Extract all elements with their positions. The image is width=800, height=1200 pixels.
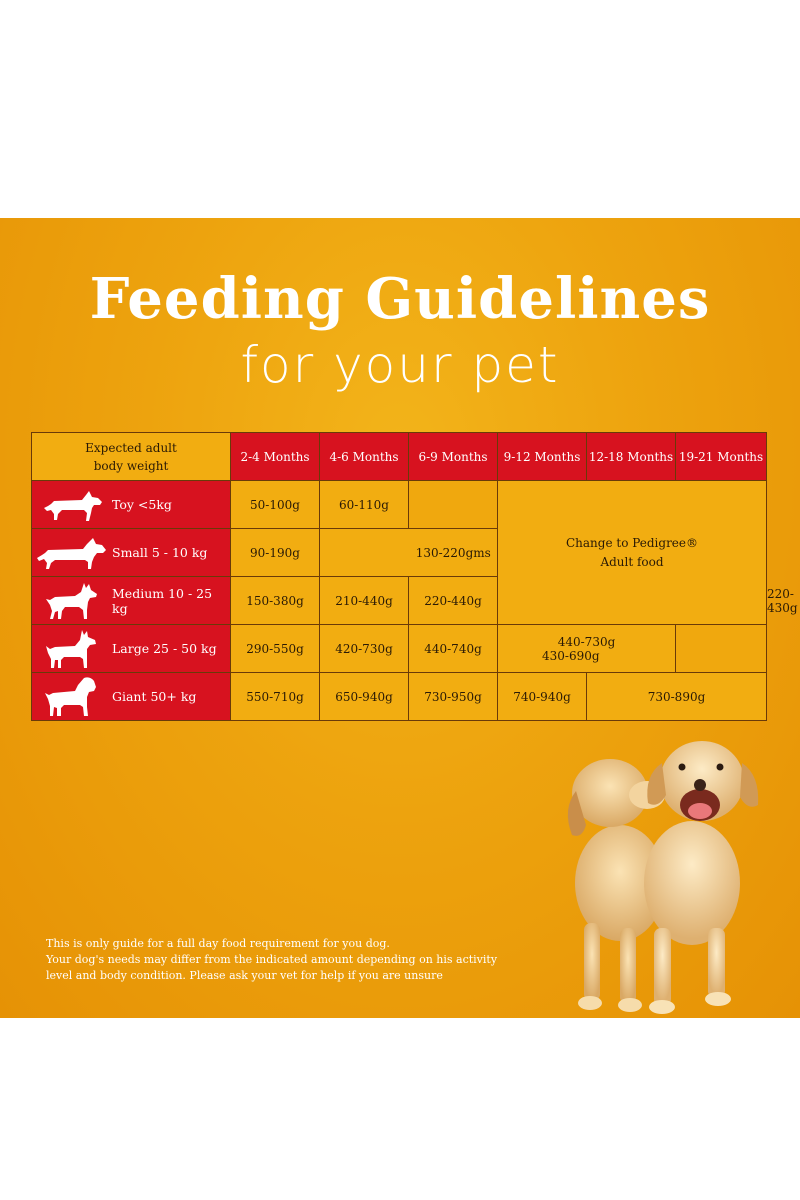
giant-dog-icon: [32, 675, 112, 719]
empty-cell: [408, 480, 498, 529]
month-header: 2-4 Months: [230, 432, 320, 481]
poster-title: Feeding Guidelines: [89, 266, 711, 332]
disclaimer-line: level and body condition. Please ask you…: [46, 969, 443, 982]
row-label-medium: Medium 10 - 25 kg: [31, 576, 231, 625]
dachshund-long-icon: [32, 535, 112, 571]
disclaimer-line: Your dog's needs may differ from the ind…: [46, 953, 498, 966]
month-header: 9-12 Months: [497, 432, 587, 481]
feeding-amount: 440-740g: [408, 624, 498, 673]
weight-header-line1: Expected adult: [85, 440, 177, 455]
feeding-amount: 150-380g: [230, 576, 320, 625]
feeding-amount: 290-550g: [230, 624, 320, 673]
feeding-amount: 60-110g: [319, 480, 409, 529]
feeding-amount: 50-100g: [230, 480, 320, 529]
feeding-amount-group: 440-730g430-690g: [497, 624, 676, 673]
table-row: Giant 50+ kg 550-710g 650-940g 730-950g …: [31, 672, 767, 721]
feeding-amount: 650-940g: [319, 672, 409, 721]
feeding-amount: 740-940g: [497, 672, 587, 721]
table-header-row: Expected adult body weight 2-4 Months 4-…: [31, 432, 767, 481]
disclaimer-line: This is only guide for a full day food r…: [46, 937, 390, 950]
puppies-image: [567, 741, 759, 1014]
row-label-small: Small 5 - 10 kg: [31, 528, 231, 577]
feeding-amount: 220-440g: [408, 576, 498, 625]
month-header: 6-9 Months: [408, 432, 498, 481]
row-label-text: Large 25 - 50 kg: [112, 641, 217, 656]
change-to-adult-food: Change to Pedigree® Adult food: [497, 480, 767, 625]
feeding-amount: 430-690g: [542, 648, 600, 663]
feeding-amount: 90-190g: [230, 528, 320, 577]
shepherd-dog-icon: [32, 581, 112, 621]
feeding-guidelines-poster: Feeding Guidelines for your pet Expected…: [0, 218, 800, 1018]
row-label-text: Giant 50+ kg: [112, 689, 197, 704]
row-label-text: Small 5 - 10 kg: [112, 545, 208, 560]
month-header: 19-21 Months: [675, 432, 767, 481]
table-row: Small 5 - 10 kg 90-190g 130-220gms: [31, 528, 767, 577]
feeding-amount: 440-730g: [557, 634, 616, 649]
table-row: Large 25 - 50 kg 290-550g 420-730g 440-7…: [31, 624, 767, 673]
left-puppy: [567, 759, 665, 1012]
feeding-amount: 210-440g: [319, 576, 409, 625]
table-row: Medium 10 - 25 kg 150-380g 210-440g 220-…: [31, 576, 798, 625]
weight-header: Expected adult body weight: [31, 432, 231, 481]
feeding-table: Expected adult body weight 2-4 Months 4-…: [31, 432, 798, 721]
month-header: 4-6 Months: [319, 432, 409, 481]
large-dog-icon: [32, 628, 112, 670]
dachshund-icon: [32, 487, 112, 523]
feeding-amount: 130-220gms: [319, 528, 587, 577]
right-puppy: [644, 741, 759, 1014]
table-row: Toy <5kg 50-100g 60-110g Change to Pedig…: [31, 480, 767, 625]
month-header: 12-18 Months: [586, 432, 676, 481]
row-label-text: Medium 10 - 25 kg: [112, 585, 213, 616]
feeding-amount: 550-710g: [230, 672, 320, 721]
disclaimer-text: This is only guide for a full day food r…: [46, 936, 526, 984]
row-label-toy: Toy <5kg: [31, 480, 231, 529]
empty-cell: [675, 624, 767, 673]
row-label-giant: Giant 50+ kg: [31, 672, 231, 721]
feeding-amount: 420-730g: [319, 624, 409, 673]
feeding-amount: 730-890g: [586, 672, 767, 721]
row-label-large: Large 25 - 50 kg: [31, 624, 231, 673]
weight-header-line2: body weight: [93, 458, 169, 473]
poster-subtitle: for your pet: [240, 336, 560, 394]
row-label-text: Toy <5kg: [112, 497, 172, 512]
change-line1: Change to Pedigree®: [565, 535, 699, 550]
feeding-amount: 730-950g: [408, 672, 498, 721]
change-line2: Adult food: [600, 554, 664, 569]
